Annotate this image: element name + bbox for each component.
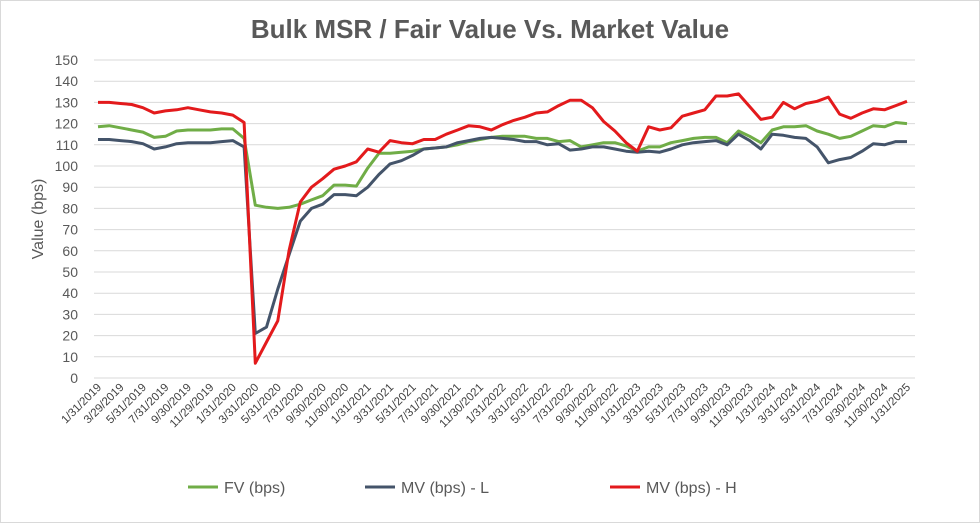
y-tick-label: 30 [62,306,78,322]
legend-label: MV (bps) - H [646,480,737,497]
y-tick-label: 70 [62,222,78,238]
series-line-1 [98,132,907,335]
y-tick-label: 50 [62,264,78,280]
y-tick-label: 100 [55,158,79,174]
y-tick-label: 40 [62,285,78,301]
legend-label: MV (bps) - L [401,480,489,497]
legend: FV (bps) MV (bps) - L MV (bps) - H [188,480,737,497]
y-tick-label: 140 [55,73,79,89]
y-tick-label: 120 [55,116,79,132]
y-tick-label: 110 [56,137,79,153]
y-axis-title: Value (bps) [30,179,47,260]
y-tick-label: 90 [62,179,78,195]
y-tick-label: 60 [62,243,78,259]
y-tick-label: 0 [70,370,78,386]
legend-item: MV (bps) - H [610,480,737,497]
legend-item: FV (bps) [188,480,285,497]
legend-item: MV (bps) - L [365,480,489,497]
series-line-0 [97,121,908,210]
series-line-2 [98,92,908,365]
chart-title: Bulk MSR / Fair Value Vs. Market Value [250,14,730,44]
y-tick-label: 130 [55,94,79,110]
legend-label: FV (bps) [224,480,285,497]
y-tick-label: 80 [62,200,78,216]
y-tick-label: 10 [62,349,78,365]
y-tick-label: 150 [55,52,79,68]
y-tick-label: 20 [62,328,78,344]
